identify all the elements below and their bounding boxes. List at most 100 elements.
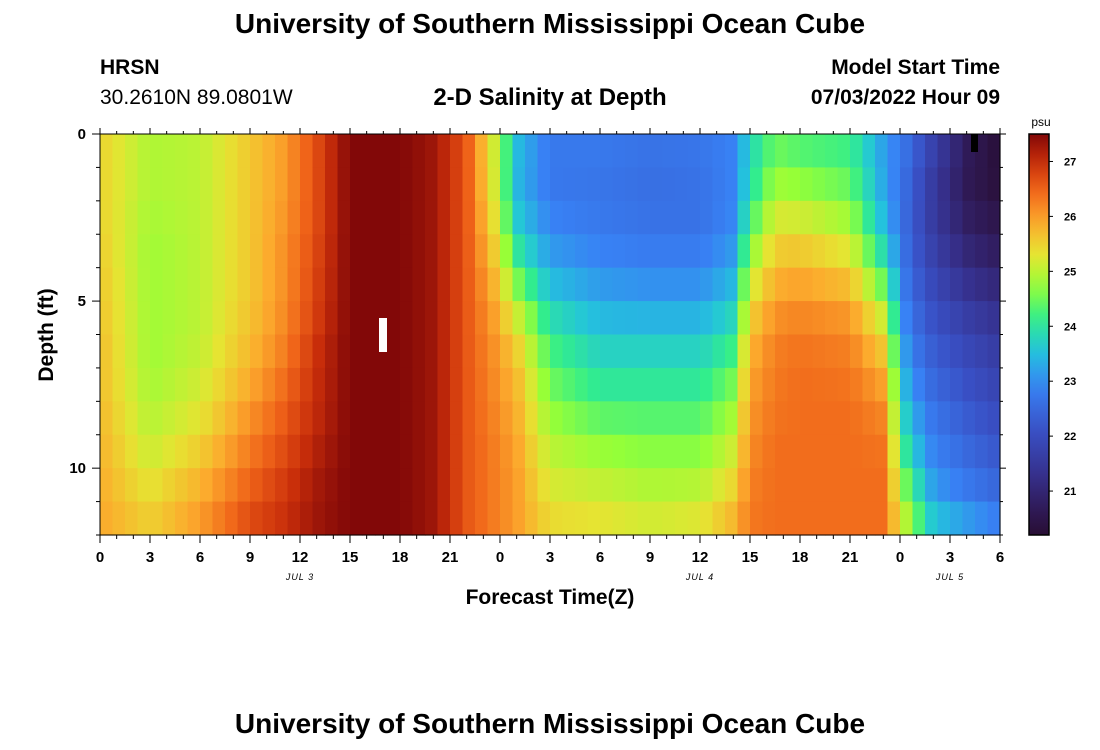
heatmap-cell (462, 167, 476, 202)
heatmap-cell (675, 401, 689, 436)
heatmap-cell (762, 167, 776, 202)
heatmap-cell (100, 134, 114, 169)
heatmap-cell (237, 200, 251, 235)
heatmap-cell (862, 501, 876, 536)
heatmap-cell (912, 267, 926, 302)
x-tick-label: 18 (792, 549, 809, 566)
heatmap-cell (737, 501, 751, 536)
heatmap-cell (200, 468, 214, 503)
heatmap-cell (475, 434, 489, 469)
colorbar: psu 21 22 23 24 25 26 27 (1028, 115, 1077, 536)
heatmap-cell (887, 468, 901, 503)
heatmap-cell (412, 200, 426, 235)
heatmap-cell (375, 234, 389, 269)
heatmap-cell (387, 401, 401, 436)
heatmap-cell (762, 234, 776, 269)
heatmap-cell (200, 401, 214, 436)
heatmap-cell (737, 367, 751, 402)
heatmap-cell (650, 200, 664, 235)
heatmap-cell (350, 301, 364, 336)
heatmap-cell (437, 234, 451, 269)
heatmap-cell (362, 468, 376, 503)
heatmap-cell (600, 200, 614, 235)
heatmap-cell (337, 234, 351, 269)
heatmap-cell (862, 200, 876, 235)
heatmap-cell (250, 367, 264, 402)
heatmap-cell (275, 434, 289, 469)
heatmap-cell (200, 234, 214, 269)
heatmap-cell (537, 468, 551, 503)
x-tick-label: 18 (392, 549, 409, 566)
heatmap-cell (487, 434, 501, 469)
heatmap-cell (512, 234, 526, 269)
heatmap-cell (362, 167, 376, 202)
heatmap-cell (362, 301, 376, 336)
heatmap-cell (687, 134, 701, 169)
heatmap-cell (487, 234, 501, 269)
heatmap-cell (500, 401, 514, 436)
heatmap-cell (450, 134, 464, 169)
heatmap-cell (800, 501, 814, 536)
heatmap-cell (625, 301, 639, 336)
heatmap-cell (300, 234, 314, 269)
heatmap-cell (100, 234, 114, 269)
heatmap-cell (350, 134, 364, 169)
heatmap-cell (537, 367, 551, 402)
heatmap-cell (987, 134, 1001, 169)
heatmap-cell (712, 134, 726, 169)
heatmap-cell (787, 134, 801, 169)
heatmap-cell (512, 434, 526, 469)
heatmap-cell (300, 134, 314, 169)
heatmap-cell (875, 200, 889, 235)
heatmap-cell (175, 200, 189, 235)
heatmap-cell (550, 234, 564, 269)
heatmap-cell (162, 234, 176, 269)
heatmap-cell (637, 367, 651, 402)
heatmap-cell (950, 334, 964, 369)
model-start-time: 07/03/2022 Hour 09 (810, 86, 1000, 109)
heatmap-cell (275, 401, 289, 436)
heatmap-cell (200, 501, 214, 536)
heatmap-cell (875, 501, 889, 536)
heatmap-cell (387, 468, 401, 503)
heatmap-cell (750, 334, 764, 369)
heatmap-cell (425, 134, 439, 169)
heatmap-cell (762, 301, 776, 336)
heatmap-cell (712, 167, 726, 202)
heatmap-cell (500, 234, 514, 269)
x-tick-label: 15 (742, 549, 759, 566)
heatmap-cell (487, 267, 501, 302)
heatmap-cell (662, 367, 676, 402)
heatmap-cell (250, 501, 264, 536)
heatmap-cell (175, 367, 189, 402)
heatmap-cell (650, 434, 664, 469)
heatmap-cell (162, 468, 176, 503)
heatmap-cell (587, 401, 601, 436)
heatmap-cell (737, 301, 751, 336)
heatmap-cell (912, 234, 926, 269)
heatmap-cell (337, 134, 351, 169)
heatmap-cell (437, 401, 451, 436)
heatmap-cell (825, 434, 839, 469)
heatmap-cell (750, 401, 764, 436)
heatmap-cell (725, 501, 739, 536)
heatmap-cell (937, 167, 951, 202)
heatmap-cell (700, 234, 714, 269)
heatmap-cell (487, 468, 501, 503)
heatmap-cell (525, 267, 539, 302)
heatmap-cell (587, 234, 601, 269)
heatmap-cell (387, 200, 401, 235)
heatmap-cell (862, 234, 876, 269)
heatmap-cell (462, 501, 476, 536)
heatmap-cell (800, 301, 814, 336)
heatmap-cell (725, 200, 739, 235)
heatmap-cell (800, 468, 814, 503)
heatmap-cell (825, 367, 839, 402)
heatmap-cell (512, 401, 526, 436)
heatmap-cell (225, 200, 239, 235)
heatmap-cell (425, 434, 439, 469)
heatmap-cell (750, 234, 764, 269)
heatmap-cell (275, 167, 289, 202)
heatmap-cell (812, 234, 826, 269)
heatmap-cell (350, 200, 364, 235)
